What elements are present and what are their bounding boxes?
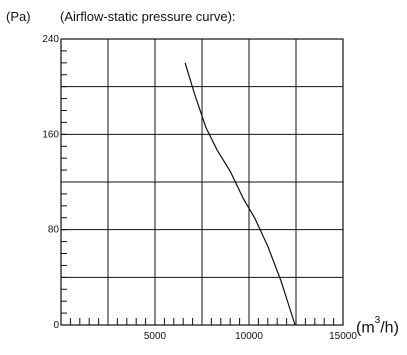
x-tick-label: 15000 [329,331,357,342]
chart-title: (Airflow-static pressure curve): [60,9,236,24]
x-tick-label: 5000 [144,331,167,342]
y-tick-label: 240 [42,34,59,45]
y-tick-label: 160 [42,129,59,140]
x-axis-label-prefix: (m [356,319,375,337]
x-axis-label-suffix: /h) [380,319,399,337]
x-tick-label: 10000 [235,331,263,342]
y-tick-label: 80 [48,225,60,236]
y-axis-label: (Pa) [6,9,31,24]
x-axis-label-exponent: 3 [374,315,381,326]
series-line [184,62,296,326]
x-axis-label: (m3/h) [356,315,399,337]
y-tick-label: 0 [53,320,59,331]
